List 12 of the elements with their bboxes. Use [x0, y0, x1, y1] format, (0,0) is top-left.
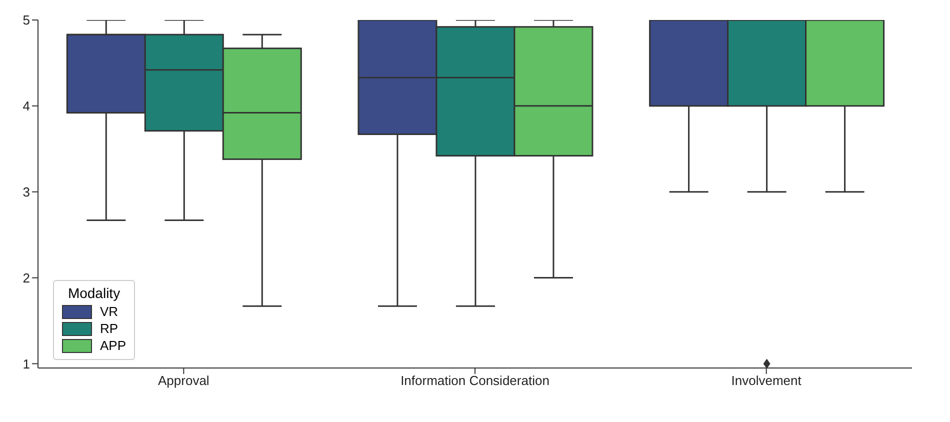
legend-title: Modality	[66, 285, 122, 301]
x-tick-label: Involvement	[731, 373, 802, 388]
legend-label: APP	[100, 338, 126, 353]
y-tick-label: 1	[22, 356, 30, 372]
legend-label: VR	[100, 304, 118, 319]
y-tick-label: 3	[22, 184, 30, 200]
y-tick-label: 4	[22, 98, 30, 114]
legend-label: RP	[100, 321, 118, 336]
x-tick-label: Information Consideration	[400, 373, 550, 388]
x-tick-label: Approval	[158, 373, 210, 388]
y-tick-label: 5	[22, 12, 30, 28]
y-tick-label: 2	[22, 270, 30, 286]
